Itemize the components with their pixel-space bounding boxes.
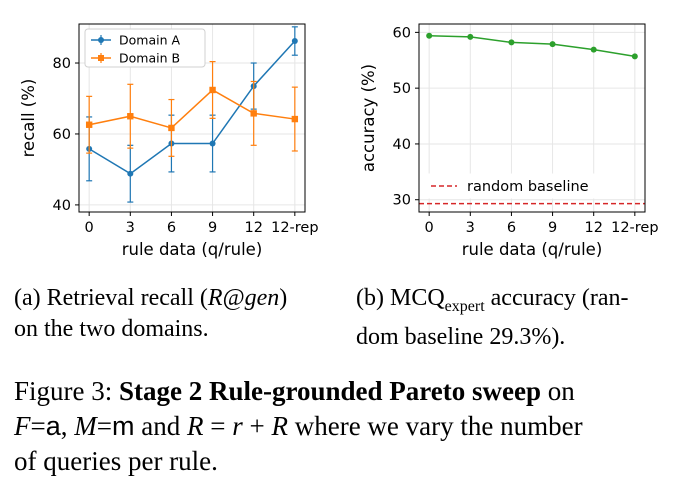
caption-b-line2a: dom baseline (356, 323, 490, 350)
figure-caption-rest: where we vary the number (287, 411, 583, 441)
data-point (209, 140, 216, 147)
data-point (426, 32, 433, 39)
data-point (168, 124, 175, 132)
data-point (291, 38, 298, 45)
y-axis-label: recall (%) (19, 79, 38, 158)
val-m: m (112, 411, 135, 441)
data-point (250, 110, 257, 117)
val-a: a (45, 411, 61, 441)
legend-marker (98, 55, 104, 61)
legend-box (422, 173, 614, 199)
x-tick-label: 3 (126, 220, 135, 236)
data-point (127, 113, 134, 120)
var-r: r (232, 411, 243, 441)
var-R: R (186, 411, 204, 441)
data-point (590, 46, 597, 53)
x-axis-label: rule data (q/rule) (462, 240, 603, 259)
x-tick-label: 9 (208, 220, 217, 236)
eq2: = (96, 411, 112, 441)
caption-a: (a) Retrieval recall (R@gen) on the two … (14, 283, 344, 345)
comma: , (60, 411, 75, 441)
y-tick-label: 40 (53, 198, 71, 214)
eq1: = (30, 411, 46, 441)
y-tick-label: 60 (53, 127, 71, 143)
series-line (89, 89, 295, 129)
data-point (631, 53, 638, 60)
y-tick-label: 80 (53, 56, 71, 72)
caption-a-line2: on the two domains. (14, 316, 209, 342)
figure-caption-line3: of queries per rule. (14, 446, 218, 476)
x-tick-label: 12-rep (271, 220, 318, 236)
x-tick-label: 12 (584, 220, 602, 236)
x-axis-label: rule data (q/rule) (122, 240, 263, 259)
y-tick-label: 60 (393, 25, 411, 41)
var-M: M (74, 411, 97, 441)
caption-b-suffix: accuracy (ran- (484, 285, 629, 311)
var-F: F (14, 411, 31, 441)
caption-b: (b) MCQexpert accuracy (ran- dom baselin… (356, 283, 686, 353)
data-point (209, 86, 216, 94)
legend-label: Domain A (119, 33, 180, 48)
accuracy-chart: 0 3 6 9 12 12-rep 30 40 50 60 rule data (q/rule) ac… (359, 23, 659, 259)
x-tick-label: 0 (85, 220, 94, 236)
legend-marker (98, 37, 104, 43)
x-tick-label: 3 (466, 220, 475, 236)
legend-box (84, 28, 206, 68)
data-point (127, 170, 134, 177)
data-point (85, 121, 93, 128)
data-point (291, 115, 299, 123)
recall-chart: 0 3 6 9 12 12-rep 40 60 80 rule data (q/rule) reca… (19, 23, 319, 259)
series-line (429, 34, 635, 58)
legend-label: Domain B (119, 51, 180, 66)
y-tick-label: 30 (393, 193, 411, 209)
series-line (88, 40, 296, 175)
figure-caption: Figure 3: Stage 2 Rule-grounded Pareto s… (14, 374, 680, 479)
figure-label: Figure 3: (14, 376, 119, 406)
plus: + (242, 411, 272, 441)
x-tick-label: 9 (548, 220, 557, 236)
caption-b-prefix: (b) MCQ (356, 285, 445, 311)
x-tick-label: 12-rep (611, 220, 658, 236)
caption-a-prefix: (a) Retrieval recall ( (14, 285, 208, 311)
caption-b-line2b: ). (551, 323, 566, 350)
y-axis-label: accuracy (%) (359, 64, 378, 172)
y-tick-label: 50 (393, 81, 411, 97)
data-point (549, 41, 556, 48)
data-point (467, 33, 474, 40)
and-text: and (134, 411, 187, 441)
eq3: = (203, 411, 233, 441)
caption-a-suffix: ) (279, 285, 288, 311)
caption-b-math: 29.3% (489, 323, 552, 350)
var-R2: R (271, 411, 288, 441)
x-tick-label: 6 (507, 220, 516, 236)
axes-frame (418, 23, 646, 213)
legend-baseline-label: random baseline (467, 179, 589, 195)
figure-caption-on: on (540, 376, 575, 406)
caption-a-math: R@gen (207, 285, 280, 311)
data-point (508, 39, 515, 46)
x-tick-label: 12 (244, 220, 262, 236)
x-tick-label: 0 (425, 220, 434, 236)
caption-b-subscript: expert (444, 297, 485, 315)
y-tick-label: 40 (393, 137, 411, 153)
figure-bold-title: Stage 2 Rule-grounded Pareto sweep (119, 376, 541, 406)
x-tick-label: 6 (167, 220, 176, 236)
axes-frame (78, 23, 306, 213)
